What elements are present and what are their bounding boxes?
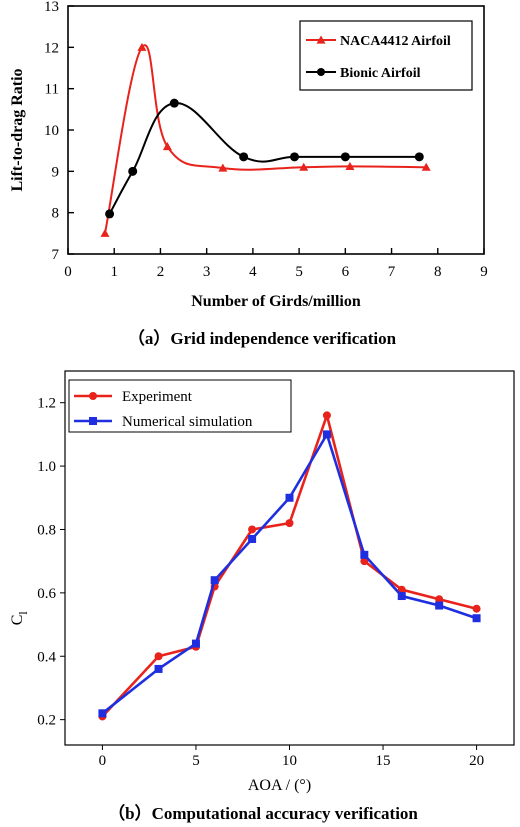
data-point-bionic-airfoil: [128, 166, 138, 176]
chart-b-x-tick-label: 20: [469, 753, 484, 769]
chart-a-x-tick-label: 5: [295, 264, 303, 280]
chart-a-y-tick-label: 7: [52, 247, 60, 263]
data-point-experiment: [435, 595, 444, 604]
data-point-bionic-airfoil: [169, 98, 179, 108]
data-point-numerical-simulation: [285, 493, 294, 502]
data-point-experiment: [154, 652, 163, 661]
data-point-naca4412-airfoil: [421, 162, 431, 171]
chart-a-legend-box: [299, 20, 473, 91]
series-line-bionic-airfoil: [108, 102, 420, 215]
chart-a-x-tick-label: 1: [110, 264, 118, 280]
data-point-naca4412-airfoil: [299, 162, 309, 171]
chart-a-x-tick-label: 0: [64, 264, 72, 280]
data-point-naca4412-airfoil: [100, 228, 110, 237]
chart-b-y-tick-label: 0.8: [37, 522, 56, 538]
series-experiment: [98, 410, 481, 721]
legend-label-naca4412: NACA4412 Airfoil: [340, 34, 451, 49]
chart-a-y-tick-label: 10: [44, 123, 59, 139]
computational-accuracy-chart: 0 5 10 15 200.20.40.60.81.01.2 Cl AOA / (°) …: [9, 370, 515, 823]
chart-b-legend-box: [68, 379, 292, 433]
data-point-experiment: [360, 557, 369, 566]
data-point-naca4412-airfoil: [137, 42, 147, 51]
series-numerical-simulation: [98, 430, 481, 718]
data-point-experiment: [322, 411, 331, 420]
data-point-numerical-simulation: [322, 430, 331, 439]
chart-a-caption: （a）Grid independence verification: [128, 328, 397, 348]
data-point-bionic-airfoil: [239, 152, 249, 162]
chart-b-y-tick-label: 0.4: [37, 649, 56, 665]
data-point-naca4412-airfoil: [218, 163, 228, 172]
chart-b-y-tick-label: 1.0: [37, 459, 56, 475]
legend-label-numerical-simulation: Numerical simulation: [122, 414, 253, 430]
chart-b-y-tick-label: 1.2: [37, 396, 56, 412]
data-point-bionic-airfoil: [289, 152, 299, 162]
data-point-numerical-simulation: [154, 664, 163, 673]
data-point-experiment: [248, 525, 257, 534]
data-point-numerical-simulation: [360, 550, 369, 559]
data-point-bionic-airfoil: [340, 152, 350, 162]
series-naca4412-airfoil: [100, 42, 431, 237]
chart-a-y-tick-label: 11: [45, 82, 59, 98]
chart-a-x-tick-label: 6: [342, 264, 350, 280]
legend-label-experiment: Experiment: [122, 389, 193, 405]
chart-b-y-tick-label: 0.6: [37, 586, 56, 602]
series-bionic-airfoil: [105, 98, 424, 219]
chart-a-legend: NACA4412 Airfoil Bionic Airfoil: [299, 20, 473, 91]
legend-marker-naca4412: [316, 35, 326, 44]
data-point-numerical-simulation: [98, 709, 107, 718]
chart-b-caption: （b）Computational accuracy verification: [108, 803, 418, 823]
data-point-numerical-simulation: [435, 601, 444, 610]
chart-a-y-tick-label: 12: [44, 40, 59, 56]
chart-b-x-tick-label: 0: [99, 753, 107, 769]
chart-a-y-axis-label: Lift-to-drag Ratio: [9, 68, 26, 191]
legend-marker-experiment: [89, 392, 97, 400]
chart-b-x-tick-label: 10: [282, 753, 297, 769]
data-point-naca4412-airfoil: [162, 142, 172, 151]
chart-a-x-axis-label: Number of Girds/million: [191, 293, 361, 310]
data-point-bionic-airfoil: [414, 152, 424, 162]
legend-marker-numerical-simulation: [89, 417, 97, 425]
series-line-naca4412-airfoil: [103, 44, 427, 234]
chart-b-y-axis-label: Cl: [9, 611, 30, 626]
data-point-experiment: [285, 519, 294, 528]
legend-label-bionic: Bionic Airfoil: [340, 66, 421, 81]
data-point-numerical-simulation: [472, 614, 481, 623]
chart-a-x-tick-label: 3: [203, 264, 211, 280]
chart-b-legend: Experiment Numerical simulation: [68, 379, 292, 433]
chart-a-x-tick-label: 2: [157, 264, 165, 280]
chart-a-x-tick-label: 4: [249, 264, 257, 280]
chart-a-x-tick-label: 9: [480, 264, 488, 280]
data-point-experiment: [472, 604, 481, 613]
data-point-experiment: [397, 585, 406, 594]
chart-b-y-axis-label-main: C: [9, 615, 26, 626]
data-point-numerical-simulation: [191, 639, 200, 648]
data-point-numerical-simulation: [210, 576, 219, 585]
chart-b-y-tick-label: 0.2: [37, 713, 56, 729]
data-point-bionic-airfoil: [105, 209, 115, 219]
chart-b-y-axis-label-sub: l: [16, 611, 30, 615]
chart-a-x-tick-label: 7: [388, 264, 396, 280]
data-point-naca4412-airfoil: [345, 161, 355, 170]
chart-b-x-axis-label: AOA / (°): [248, 777, 311, 794]
chart-a-y-tick-label: 8: [52, 206, 60, 222]
legend-marker-bionic: [317, 68, 325, 76]
chart-a-y-tick-label: 13: [44, 0, 59, 15]
data-point-numerical-simulation: [248, 534, 257, 543]
data-point-numerical-simulation: [397, 592, 406, 601]
chart-a-x-tick-label: 8: [434, 264, 442, 280]
chart-a-y-tick-label: 9: [52, 164, 60, 180]
chart-b-x-tick-label: 15: [376, 753, 391, 769]
chart-b-x-tick-label: 5: [192, 753, 200, 769]
